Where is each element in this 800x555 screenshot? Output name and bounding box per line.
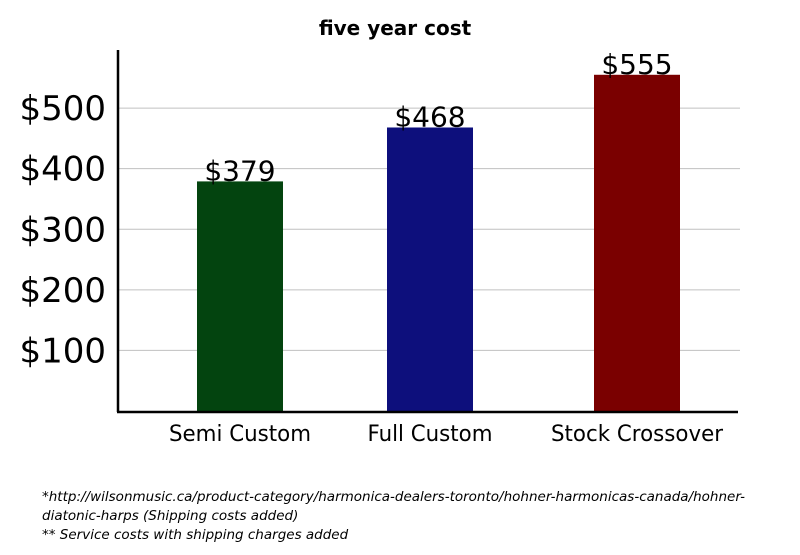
footnote-source: *http://wilsonmusic.ca/product-category/… — [42, 489, 746, 524]
x-tick-label: Semi Custom — [169, 422, 311, 447]
footnote-service: ** Service costs with shipping charges a… — [42, 527, 349, 543]
data-label: $468 — [394, 100, 465, 133]
y-axis-ticks: $100 $200 $300 $400 $500 — [19, 89, 106, 371]
x-tick-label: Full Custom — [368, 422, 493, 447]
data-label: $555 — [601, 48, 672, 81]
y-tick-label: $100 — [19, 331, 106, 371]
x-tick-label: Stock Crossover — [551, 422, 724, 447]
bar — [594, 74, 680, 411]
y-tick-label: $500 — [19, 89, 106, 129]
footnotes: *http://wilsonmusic.ca/product-category/… — [42, 488, 792, 545]
bar — [197, 181, 283, 411]
y-tick-label: $300 — [19, 210, 106, 250]
data-label: $379 — [204, 154, 275, 187]
bar — [387, 127, 473, 412]
x-axis-ticks: Semi Custom Full Custom Stock Crossover — [169, 422, 724, 447]
y-tick-label: $400 — [19, 150, 106, 190]
bar-chart: five year cost $379 $468 $555 $100 $200 $300… — [19, 16, 740, 447]
data-labels: $379 $468 $555 — [204, 48, 672, 188]
bars — [197, 74, 680, 412]
y-tick-label: $200 — [19, 271, 106, 311]
chart-title: five year cost — [319, 16, 472, 40]
